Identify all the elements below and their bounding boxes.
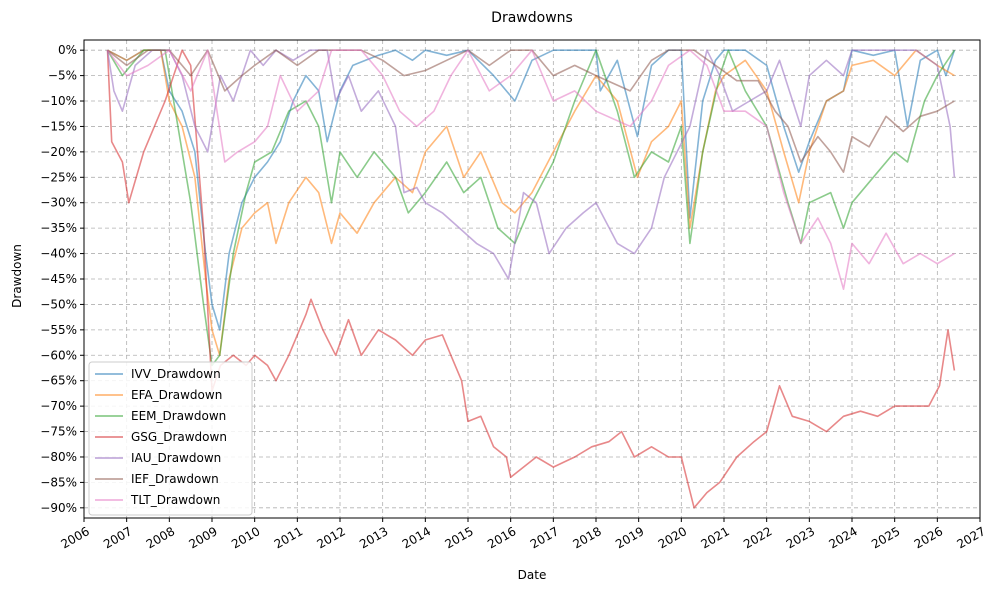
series-line-ivv-drawdown (107, 49, 956, 331)
y-tick-label: −35% (40, 221, 77, 235)
y-tick-label: −20% (40, 145, 77, 159)
y-tick-label: −45% (40, 272, 77, 286)
y-tick-label: 0% (58, 43, 77, 57)
series-line-iau-drawdown (106, 49, 956, 280)
chart-title: Drawdowns (491, 10, 573, 26)
series-line-tlt-drawdown (106, 49, 955, 290)
y-tick-label: −70% (40, 399, 77, 413)
legend-label: IEF_Drawdown (131, 472, 219, 486)
y-tick-label: −50% (40, 297, 77, 311)
legend-label: TLT_Drawdown (130, 493, 220, 507)
y-tick-label: −25% (40, 170, 77, 184)
series-lines (106, 49, 956, 509)
legend-label: IAU_Drawdown (131, 451, 221, 465)
y-tick-label: −80% (40, 450, 77, 464)
y-tick-label: −65% (40, 374, 77, 388)
y-tick-label: −15% (40, 119, 77, 133)
x-axis-title: Date (518, 568, 547, 582)
y-axis-ticks: 0% −5% −10% −15% −20% −25% −30% −35% −40% −45% −50… (40, 43, 84, 515)
series-line-gsg-drawdown (106, 49, 956, 509)
y-tick-label: −30% (40, 196, 77, 210)
legend-box (88, 361, 253, 516)
y-tick-label: −75% (40, 425, 77, 439)
legend-label: EEM_Drawdown (131, 409, 226, 423)
y-tick-label: −90% (40, 501, 77, 515)
legend-label: IVV_Drawdown (131, 367, 221, 381)
series-line-ief-drawdown (107, 49, 955, 173)
y-tick-label: −10% (40, 94, 77, 108)
y-tick-label: −85% (40, 475, 77, 489)
legend-label: EFA_Drawdown (131, 388, 222, 402)
y-axis-title: Drawdown (10, 244, 24, 308)
y-tick-label: −40% (40, 247, 77, 261)
y-tick-label: −60% (40, 348, 77, 362)
y-tick-label: −5% (48, 69, 77, 83)
y-tick-label: −55% (40, 323, 77, 337)
legend-label: GSG_Drawdown (131, 430, 227, 444)
legend: IVV_Drawdown EFA_Drawdown EEM_Drawdown GSG_… (88, 361, 253, 516)
